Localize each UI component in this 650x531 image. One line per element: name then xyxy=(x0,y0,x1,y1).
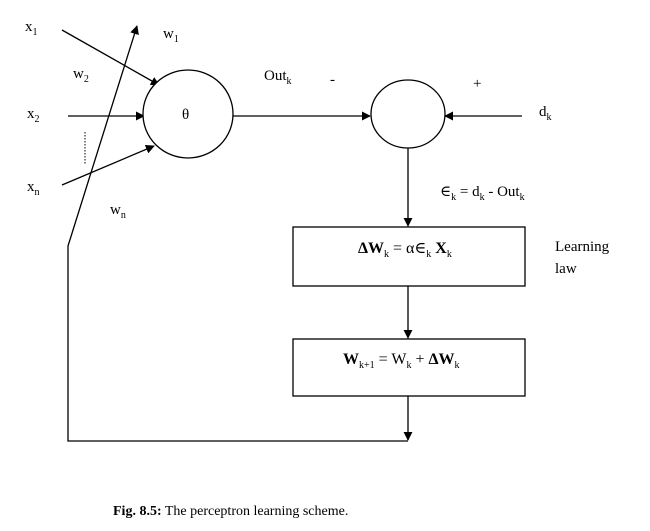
error-equation: ∈k = dk - Outk xyxy=(440,184,525,203)
weight-wn-label: wn xyxy=(110,202,126,221)
feedback-loop-path xyxy=(67,25,408,442)
weight-update-box xyxy=(292,338,526,397)
comparator-plus-sign: + xyxy=(473,76,481,92)
output-label: Outk xyxy=(264,68,292,87)
input-x1-label: x1 xyxy=(25,19,38,38)
desired-output-label: dk xyxy=(539,104,552,123)
learning-law-equation: ΔWk = α∈k Xk xyxy=(358,240,452,260)
learning-law-label-line1: Learning xyxy=(555,239,610,255)
weight-update-equation: Wk+1 = Wk + ΔWk xyxy=(343,351,460,371)
neuron-circle xyxy=(142,69,234,159)
figure-caption: Fig. 8.5: The perceptron learning scheme… xyxy=(113,504,348,519)
weight-w1-label: w1 xyxy=(163,26,179,45)
input-xn-arrow xyxy=(61,145,155,186)
input-x2-label: x2 xyxy=(27,106,40,125)
neuron-theta-label: θ xyxy=(182,107,189,123)
learning-law-box xyxy=(292,226,526,287)
comparator-circle xyxy=(370,79,446,149)
comparator-minus-sign: - xyxy=(330,72,335,88)
input-x1-arrow xyxy=(61,29,160,86)
learning-law-label-line2: law xyxy=(555,261,577,277)
weight-w2-label: w2 xyxy=(73,66,89,85)
input-xn-label: xn xyxy=(27,179,40,198)
